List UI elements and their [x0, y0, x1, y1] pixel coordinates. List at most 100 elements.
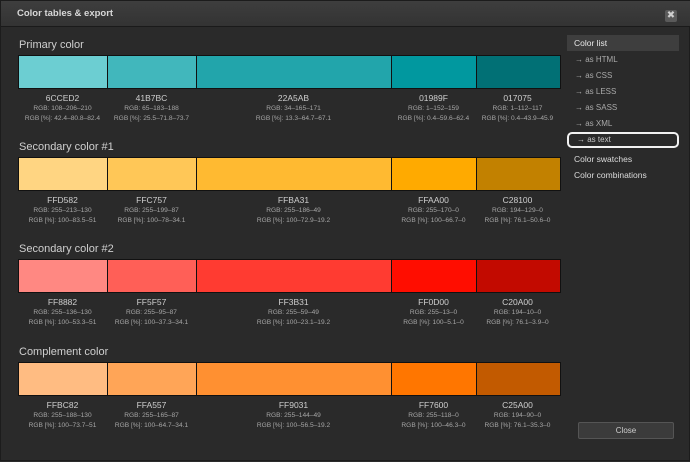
rgb-percent-value: RGB [%]: 100–5.1–0 — [403, 319, 464, 326]
group-title-primary: Primary color — [19, 39, 84, 51]
hex-value: FF9031 — [278, 400, 309, 410]
rgb-percent-value: RGB [%]: 76.1–35.3–0 — [484, 422, 551, 429]
rgb-percent-value: RGB [%]: 100–56.5–19.2 — [256, 422, 331, 429]
rgb-value: RGB: 194–129–0 — [492, 207, 543, 214]
color-swatch — [108, 56, 197, 88]
rgb-value: RGB: 65–183–188 — [124, 105, 179, 112]
color-label: C28100 RGB: 194–129–0 RGB [%]: 76.1–50.6–0 — [476, 195, 559, 226]
rgb-value: RGB: 255–59–49 — [268, 309, 319, 316]
color-label: FF3B31 RGB: 255–59–49 RGB [%]: 100–23.1–19… — [196, 297, 391, 328]
color-label: FF9031 RGB: 255–144–49 RGB [%]: 100–56.5–1… — [196, 400, 391, 431]
rgb-percent-value: RGB [%]: 0.4–59.6–62.4 — [397, 115, 470, 122]
rgb-value: RGB: 194–90–0 — [493, 412, 542, 419]
color-strip-secondary-1 — [18, 157, 561, 191]
color-swatch — [392, 56, 477, 88]
export-as-sass[interactable]: → as SASS — [575, 103, 618, 112]
hex-value: FF3B31 — [278, 297, 309, 307]
color-swatch — [197, 260, 392, 292]
hex-value: C25A00 — [502, 400, 533, 410]
rgb-value: RGB: 255–136–130 — [33, 309, 92, 316]
color-swatch — [108, 363, 197, 395]
color-labels-complement: FFBC82 RGB: 255–188–130 RGB [%]: 100–73.7–… — [18, 400, 561, 431]
hex-value: FF5F57 — [136, 297, 167, 307]
rgb-percent-value: RGB [%]: 100–53.3–51 — [28, 319, 97, 326]
hex-value: 22A5AB — [277, 93, 310, 103]
rgb-value: RGB: 255–144–49 — [266, 412, 321, 419]
rgb-percent-value: RGB [%]: 100–64.7–34.1 — [114, 422, 189, 429]
hex-value: FFAA00 — [418, 195, 449, 205]
color-label: FFBA31 RGB: 255–186–49 RGB [%]: 100–72.9–1… — [196, 195, 391, 226]
color-swatch — [392, 260, 477, 292]
rgb-percent-value: RGB [%]: 100–72.9–19.2 — [256, 217, 331, 224]
export-as-xml[interactable]: → as XML — [575, 119, 613, 128]
color-label: C25A00 RGB: 194–90–0 RGB [%]: 76.1–35.3–0 — [476, 400, 559, 431]
export-as-css[interactable]: → as CSS — [575, 71, 613, 80]
rgb-value: RGB: 108–206–210 — [33, 105, 92, 112]
color-label: FF5F57 RGB: 255–95–87 RGB [%]: 100–37.3–34… — [107, 297, 196, 328]
sidebar-item-color-list[interactable]: Color list — [567, 35, 679, 51]
hex-value: 017075 — [503, 93, 532, 103]
color-labels-primary: 6CCED2 RGB: 108–206–210 RGB [%]: 42.4–80.8… — [18, 93, 561, 124]
rgb-percent-value: RGB [%]: 0.4–43.9–45.9 — [481, 115, 554, 122]
rgb-value: RGB: 255–199–87 — [124, 207, 179, 214]
color-strip-primary — [18, 55, 561, 89]
rgb-percent-value: RGB [%]: 100–46.3–0 — [401, 422, 466, 429]
color-labels-secondary-1: FFD582 RGB: 255–213–130 RGB [%]: 100–83.5–… — [18, 195, 561, 226]
group-title-secondary-2: Secondary color #2 — [19, 243, 114, 255]
hex-value: 6CCED2 — [45, 93, 80, 103]
color-label: 6CCED2 RGB: 108–206–210 RGB [%]: 42.4–80.8… — [18, 93, 107, 124]
color-label: 41B7BC RGB: 65–183–188 RGB [%]: 25.5–71.8–… — [107, 93, 196, 124]
hex-value: FF0D00 — [418, 297, 449, 307]
rgb-percent-value: RGB [%]: 100–83.5–51 — [28, 217, 97, 224]
hex-value: FFD582 — [47, 195, 78, 205]
close-icon[interactable]: ✖ — [665, 10, 677, 22]
sidebar-item-color-swatches[interactable]: Color swatches — [574, 154, 633, 164]
rgb-percent-value: RGB [%]: 100–23.1–19.2 — [256, 319, 331, 326]
export-as-html[interactable]: → as HTML — [575, 55, 618, 64]
rgb-percent-value: RGB [%]: 100–66.7–0 — [401, 217, 466, 224]
hex-value: FFBC82 — [46, 400, 79, 410]
close-button[interactable]: Close — [578, 422, 674, 439]
rgb-value: RGB: 255–170–0 — [408, 207, 459, 214]
color-swatch — [19, 158, 108, 190]
rgb-percent-value: RGB [%]: 13.3–64.7–67.1 — [255, 115, 332, 122]
rgb-value: RGB: 255–188–130 — [33, 412, 92, 419]
color-swatch — [392, 363, 477, 395]
rgb-percent-value: RGB [%]: 76.1–3.9–0 — [486, 319, 549, 326]
color-label: FFD582 RGB: 255–213–130 RGB [%]: 100–83.5–… — [18, 195, 107, 226]
color-label: FFBC82 RGB: 255–188–130 RGB [%]: 100–73.7–… — [18, 400, 107, 431]
color-label: 017075 RGB: 1–112–117 RGB [%]: 0.4–43.9–45… — [476, 93, 559, 124]
color-label: 01989F RGB: 1–152–159 RGB [%]: 0.4–59.6–62… — [391, 93, 476, 124]
hex-value: FFC757 — [136, 195, 167, 205]
rgb-value: RGB: 1–152–159 — [408, 105, 459, 112]
color-swatch — [392, 158, 477, 190]
color-label: FF7600 RGB: 255–118–0 RGB [%]: 100–46.3–0 — [391, 400, 476, 431]
color-label: FF0D00 RGB: 255–13–0 RGB [%]: 100–5.1–0 — [391, 297, 476, 328]
hex-value: FFBA31 — [277, 195, 310, 205]
color-swatch — [19, 260, 108, 292]
color-swatch — [477, 56, 560, 88]
color-tables: Primary color 6CCED2 RGB: 108–206–210 RGB … — [1, 27, 561, 462]
rgb-value: RGB: 194–10–0 — [493, 309, 542, 316]
hex-value: FF7600 — [418, 400, 449, 410]
color-swatch — [19, 56, 108, 88]
hex-value: C28100 — [502, 195, 533, 205]
hex-value: 41B7BC — [135, 93, 168, 103]
rgb-value: RGB: 1–112–117 — [492, 105, 543, 112]
rgb-value: RGB: 255–95–87 — [126, 309, 177, 316]
export-as-text[interactable]: → as text — [567, 132, 679, 148]
color-label: FFC757 RGB: 255–199–87 RGB [%]: 100–78–34.… — [107, 195, 196, 226]
dialog-title: Color tables & export — [17, 8, 114, 19]
color-swatch — [477, 260, 560, 292]
sidebar-item-color-combinations[interactable]: Color combinations — [574, 170, 647, 180]
color-swatch — [197, 158, 392, 190]
rgb-value: RGB: 255–13–0 — [409, 309, 458, 316]
sidebar: Color list → as HTML → as CSS → as LESS … — [567, 35, 679, 183]
export-as-less[interactable]: → as LESS — [575, 87, 617, 96]
color-label: FF8882 RGB: 255–136–130 RGB [%]: 100–53.3–… — [18, 297, 107, 328]
color-swatch — [108, 260, 197, 292]
color-strip-complement — [18, 362, 561, 396]
color-label: FFA557 RGB: 255–165–87 RGB [%]: 100–64.7–3… — [107, 400, 196, 431]
hex-value: C20A00 — [502, 297, 533, 307]
